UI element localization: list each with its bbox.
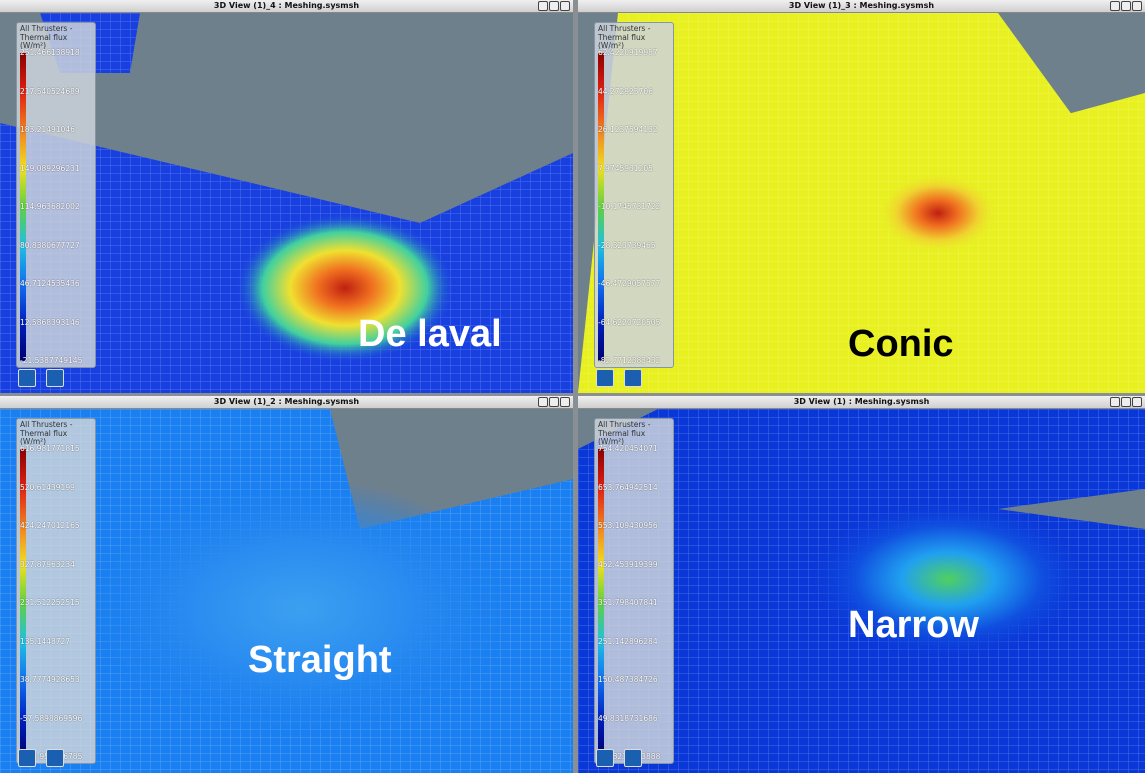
legend-value: 183.21491046 <box>20 125 75 134</box>
close-button[interactable] <box>1132 1 1142 11</box>
legend-value: 251.142896284 <box>598 637 658 646</box>
fit-view-button[interactable] <box>46 749 64 767</box>
window-buttons <box>1110 397 1142 407</box>
toolbar <box>596 369 642 387</box>
view-panel: 3D View (1)_3 : Meshing.sysmsh All Thrust… <box>578 0 1145 393</box>
title-bar: 3D View (1)_4 : Meshing.sysmsh <box>0 0 573 13</box>
legend-value: 251.466138918 <box>20 48 80 57</box>
legend-title: All Thrusters -Thermal flux(W/m²) <box>20 421 72 447</box>
settings-button[interactable] <box>596 369 614 387</box>
minimize-button[interactable] <box>538 397 548 407</box>
legend-value: 327.87963234 <box>20 560 75 569</box>
settings-button[interactable] <box>596 749 614 767</box>
fit-view-button[interactable] <box>46 369 64 387</box>
legend-value: 80.8380677727 <box>20 241 80 250</box>
legend-title: All Thrusters -Thermal flux(W/m²) <box>20 25 72 51</box>
legend-value: 49.8318731686 <box>598 714 658 723</box>
legend-value: 12.5868393146 <box>20 318 80 327</box>
legend-value: 351.798407841 <box>598 598 658 607</box>
minimize-button[interactable] <box>538 1 548 11</box>
legend-value: 616.981771815 <box>20 444 80 453</box>
color-legend: All Thrusters -Thermal flux(W/m²)251.466… <box>16 22 96 368</box>
toolbar <box>18 369 64 387</box>
restore-button[interactable] <box>1121 397 1131 407</box>
heat-spot <box>878 173 998 253</box>
window-buttons <box>1110 1 1142 11</box>
mesh <box>998 93 1145 393</box>
close-button[interactable] <box>560 397 570 407</box>
restore-button[interactable] <box>549 1 559 11</box>
legend-value: 44.272925706 <box>598 87 653 96</box>
color-legend: All Thrusters -Thermal flux(W/m²)616.981… <box>16 418 96 764</box>
legend-title: All Thrusters -Thermal flux(W/m²) <box>598 25 650 51</box>
settings-button[interactable] <box>18 369 36 387</box>
legend-value: -64.6220720505 <box>598 318 660 327</box>
color-legend: All Thrusters -Thermal flux(W/m²)62.4220… <box>594 22 674 368</box>
legend-title: All Thrusters -Thermal flux(W/m²) <box>598 421 650 447</box>
close-button[interactable] <box>560 1 570 11</box>
view-panel: 3D View (1) : Meshing.sysmsh All Thruster… <box>578 396 1145 773</box>
view-label: De laval <box>358 313 502 356</box>
fit-view-button[interactable] <box>624 369 642 387</box>
minimize-button[interactable] <box>1110 1 1120 11</box>
legend-value: 217.540524689 <box>20 87 80 96</box>
toolbar <box>596 749 642 767</box>
close-button[interactable] <box>1132 397 1142 407</box>
restore-button[interactable] <box>1121 1 1131 11</box>
legend-value: -82.7712383432 <box>598 356 660 365</box>
heat-spot <box>80 479 520 739</box>
legend-value: 114.963682002 <box>20 202 80 211</box>
view-title: 3D View (1)_2 : Meshing.sysmsh <box>214 397 359 406</box>
view-panel: 3D View (1)_4 : Meshing.sysmsh All Thrust… <box>0 0 573 393</box>
view-label: Conic <box>848 323 954 366</box>
restore-button[interactable] <box>549 397 559 407</box>
title-bar: 3D View (1)_3 : Meshing.sysmsh <box>578 0 1145 13</box>
legend-value: 754.420454071 <box>598 444 658 453</box>
legend-value: 150.487384726 <box>598 675 658 684</box>
title-bar: 3D View (1) : Meshing.sysmsh <box>578 396 1145 409</box>
window-buttons <box>538 397 570 407</box>
toolbar <box>18 749 64 767</box>
legend-value: 520.61439199 <box>20 483 75 492</box>
view-title: 3D View (1)_4 : Meshing.sysmsh <box>214 1 359 10</box>
legend-value: 149.089296231 <box>20 164 80 173</box>
legend-value: 38.7774928653 <box>20 675 80 684</box>
minimize-button[interactable] <box>1110 397 1120 407</box>
color-legend: All Thrusters -Thermal flux(W/m²)754.420… <box>594 418 674 764</box>
window-buttons <box>538 1 570 11</box>
legend-value: 452.453919399 <box>598 560 658 569</box>
view-label: Narrow <box>848 604 979 647</box>
view-panel: 3D View (1)_2 : Meshing.sysmsh All Thrust… <box>0 396 573 773</box>
legend-value: -21.5387749145 <box>20 356 82 365</box>
legend-value: 46.7124535436 <box>20 279 80 288</box>
legend-value: 62.4220919987 <box>598 48 658 57</box>
screen: 3D View (1)_4 : Meshing.sysmsh All Thrust… <box>0 0 1145 773</box>
legend-value: 553.109430956 <box>598 521 658 530</box>
legend-value: 653.764942514 <box>598 483 658 492</box>
legend-value: 7.9745931205 <box>598 164 653 173</box>
legend-value: 135.1448727 <box>20 637 70 646</box>
settings-button[interactable] <box>18 749 36 767</box>
legend-value: -10.1745731722 <box>598 202 660 211</box>
fit-view-button[interactable] <box>624 749 642 767</box>
legend-value: 26.1237594132 <box>598 125 658 134</box>
legend-value: -57.5898869596 <box>20 714 82 723</box>
legend-value: -46.4729057577 <box>598 279 660 288</box>
view-label: Straight <box>248 639 392 682</box>
view-title: 3D View (1)_3 : Meshing.sysmsh <box>789 1 934 10</box>
view-title: 3D View (1) : Meshing.sysmsh <box>794 397 930 406</box>
legend-value: 424.247012165 <box>20 521 80 530</box>
legend-value: -28.323739465 <box>598 241 656 250</box>
title-bar: 3D View (1)_2 : Meshing.sysmsh <box>0 396 573 409</box>
legend-value: 231.512252515 <box>20 598 80 607</box>
